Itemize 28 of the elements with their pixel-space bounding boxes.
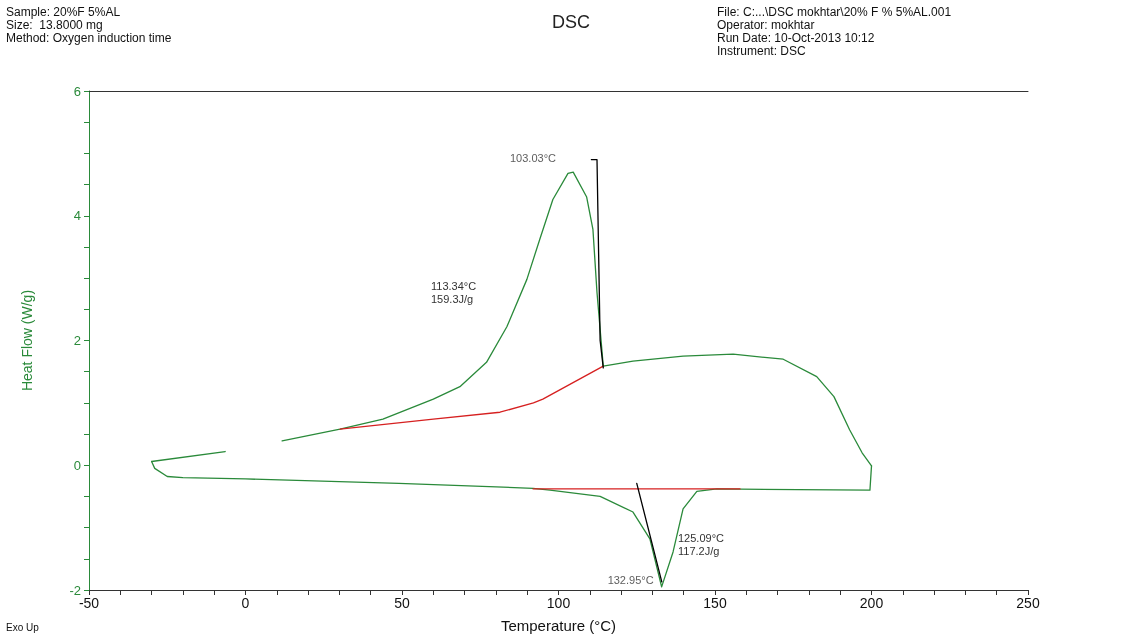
x-tick-label: 50 (394, 595, 410, 611)
y-tick-label: 6 (73, 83, 81, 99)
y-tick-label: -2 (69, 582, 81, 598)
line-series (339, 365, 604, 430)
annotation: 113.34°C 159.3J/g (431, 279, 477, 305)
annotation: 125.09°C 117.2J/g (678, 531, 725, 557)
annotation: 132.95°C (607, 574, 654, 587)
x-tick-label: 0 (241, 595, 250, 611)
text: File: C:...\DSC mokhtar\20% F % 5%AL.001 (717, 5, 952, 19)
text: Operator: mokhtar (717, 18, 815, 32)
y-tick-label: 0 (73, 457, 81, 473)
text: Run Date: 10-Oct-2013 10:12 (717, 31, 875, 45)
x-axis-title: Temperature (°C) (500, 617, 617, 634)
y-axis-title: Heat Flow (W/g) (19, 289, 35, 392)
x-tick-label: 200 (859, 595, 884, 611)
text: Sample: 20%F 5%AL (6, 5, 121, 19)
text: Instrument: DSC (717, 44, 807, 58)
text: Method: Oxygen induction time (6, 31, 172, 45)
text: Size: 13.8000 mg (6, 18, 103, 32)
y-tick-label: 2 (73, 333, 81, 348)
x-tick-label: 250 (1016, 595, 1040, 611)
y-tick-label: 4 (73, 208, 81, 224)
x-tick-label: 100 (546, 595, 571, 611)
x-tick-label: 150 (703, 595, 727, 611)
text: Exo Up (6, 621, 40, 633)
annotation: 103.03°C (509, 151, 557, 164)
x-tick-label: -50 (78, 595, 100, 611)
chart-title: DSC (551, 12, 591, 32)
